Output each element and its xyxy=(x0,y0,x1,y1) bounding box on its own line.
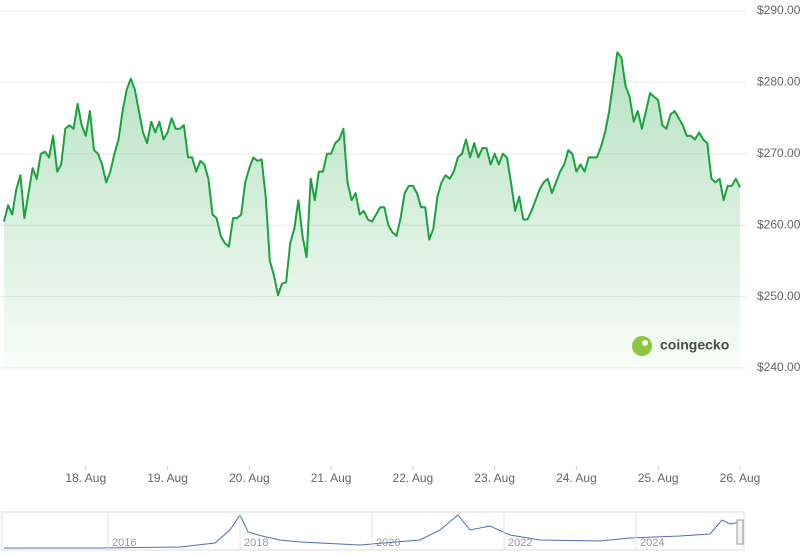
x-tick-label: 18. Aug xyxy=(65,471,106,485)
area xyxy=(4,52,740,369)
y-tick-label: $250.00 xyxy=(757,289,801,303)
y-tick-label: $270.00 xyxy=(757,146,801,160)
watermark: coingecko xyxy=(632,336,729,356)
x-tick-label: 26. Aug xyxy=(720,471,761,485)
navigator-handle[interactable] xyxy=(736,519,744,545)
x-tick-label: 24. Aug xyxy=(556,471,597,485)
logo-eye xyxy=(642,340,648,346)
navigator-label: 2022 xyxy=(508,537,532,549)
logo xyxy=(632,336,652,356)
navigator-line xyxy=(4,513,741,549)
navigator-label: 2018 xyxy=(244,537,268,549)
y-tick-label: $240.00 xyxy=(757,360,801,374)
watermark-text: coingecko xyxy=(660,337,729,353)
y-tick-label: $280.00 xyxy=(757,75,801,89)
x-tick-label: 20. Aug xyxy=(229,471,270,485)
x-tick-label: 21. Aug xyxy=(311,471,352,485)
y-tick-label: $260.00 xyxy=(757,217,801,231)
x-tick-label: 23. Aug xyxy=(474,471,515,485)
navigator-label: 2020 xyxy=(376,537,400,549)
x-tick-label: 22. Aug xyxy=(393,471,434,485)
x-tick-label: 25. Aug xyxy=(638,471,679,485)
plot: $240.00 $250.00 $260.00 $270.00 $280.00 $290.… xyxy=(0,3,801,485)
navigator: 2016 2018 2020 2022 2024 xyxy=(1,511,745,551)
y-tick-label: $290.00 xyxy=(757,3,801,17)
price-line xyxy=(3,51,741,297)
navigator-label: 2024 xyxy=(640,537,664,549)
navigator-label: 2016 xyxy=(112,537,136,549)
x-tick-label: 19. Aug xyxy=(147,471,188,485)
